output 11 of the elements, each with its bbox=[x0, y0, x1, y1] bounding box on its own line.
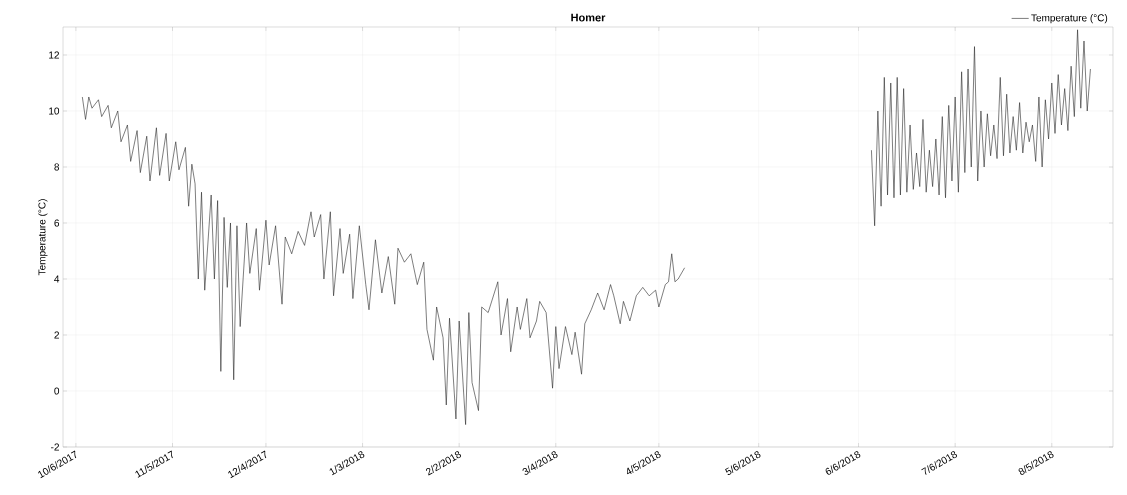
y-tick-label: 6 bbox=[54, 219, 60, 227]
y-tick-label: 12 bbox=[49, 51, 59, 59]
legend-label: Temperature (°C) bbox=[1031, 14, 1108, 24]
y-tick-label: -2 bbox=[51, 443, 59, 451]
y-tick-label: 8 bbox=[54, 163, 60, 171]
y-tick-label: 0 bbox=[54, 387, 60, 395]
y-tick-label: 2 bbox=[54, 331, 59, 339]
y-tick-label: 4 bbox=[54, 275, 60, 283]
y-axis-title: Temperature (°C) bbox=[38, 199, 48, 276]
y-tick-label: 10 bbox=[49, 107, 60, 115]
chart-title: Homer bbox=[571, 13, 606, 22]
